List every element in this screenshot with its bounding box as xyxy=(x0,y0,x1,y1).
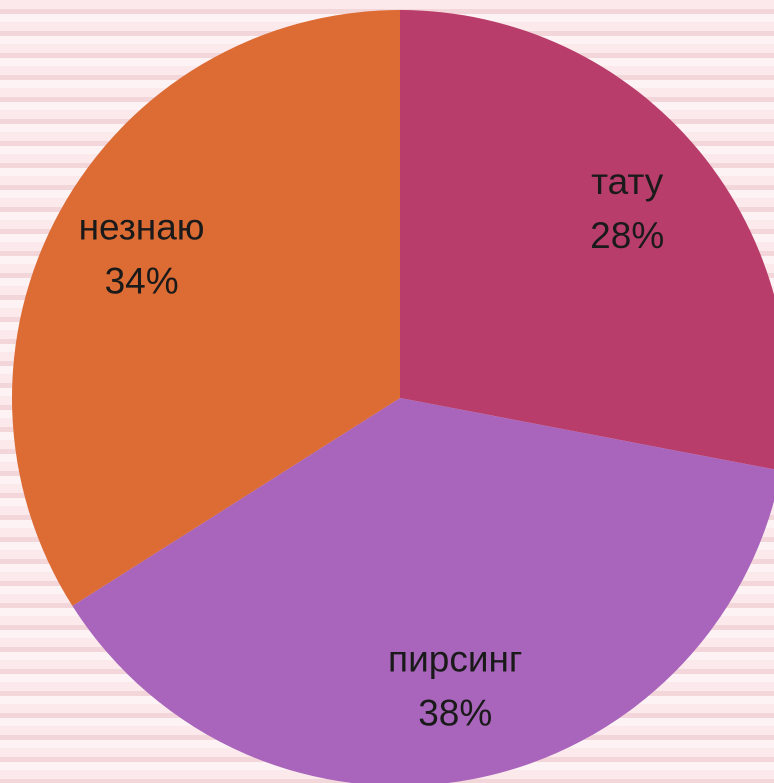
pie-slice xyxy=(11,10,400,606)
slice-value-label: 28% xyxy=(590,215,664,256)
slice-value-label: 38% xyxy=(418,692,492,733)
slice-label: тату xyxy=(591,161,664,202)
slice-value-label: 34% xyxy=(105,261,179,302)
pie-slice xyxy=(400,10,774,470)
slice-label: пирсинг xyxy=(388,638,522,679)
pie-slice xyxy=(72,398,774,783)
slice-label: незнаю xyxy=(79,207,205,248)
